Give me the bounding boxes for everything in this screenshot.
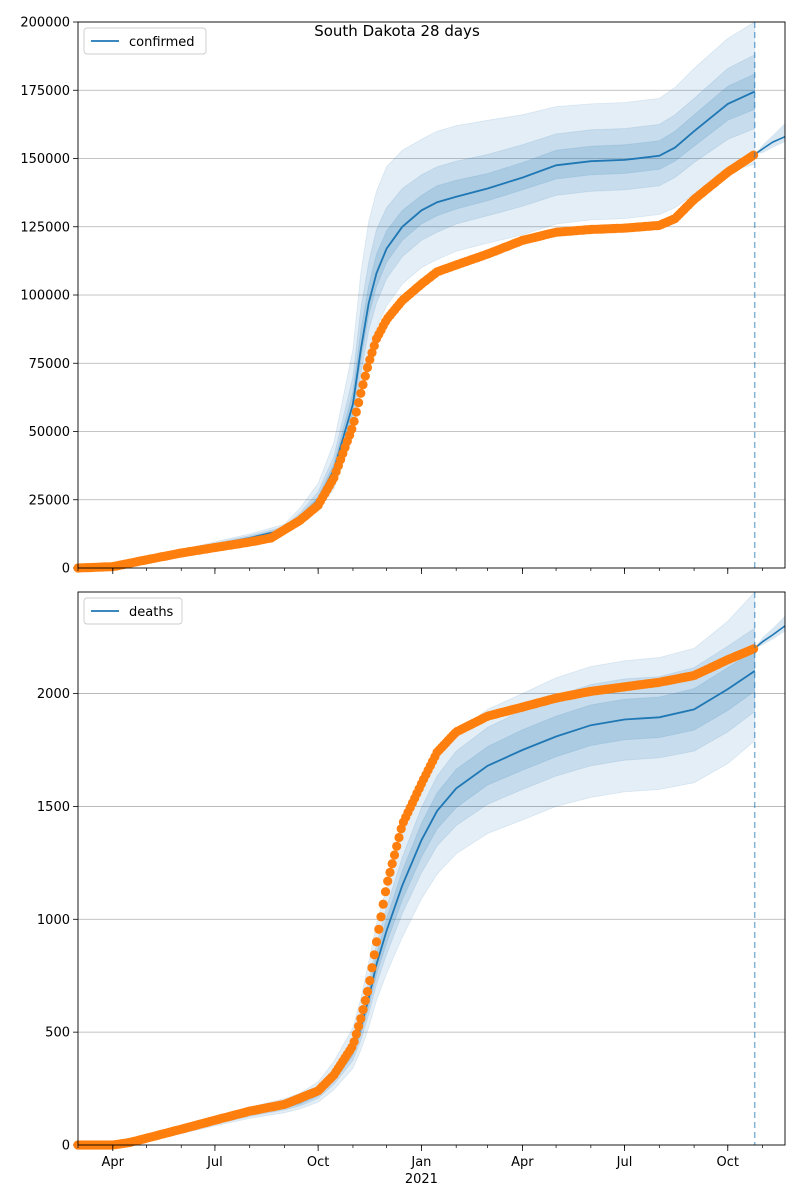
y-tick-label: 100000 — [20, 289, 70, 304]
forecast-band — [754, 615, 785, 649]
y-tick-label: 175000 — [20, 84, 70, 99]
observed-point — [365, 355, 375, 365]
x-tick-label: Jul — [616, 1155, 633, 1170]
legend-label: confirmed — [129, 35, 195, 50]
y-tick-label: 50000 — [29, 425, 70, 440]
observed-point — [378, 899, 388, 909]
y-tick-label: 1000 — [37, 913, 70, 928]
observed-point — [749, 150, 759, 160]
observed-point — [347, 424, 357, 434]
observed-point — [351, 1029, 361, 1039]
legend-box — [83, 27, 207, 55]
observed-point — [360, 371, 370, 381]
y-tick-label: 0 — [62, 1139, 70, 1154]
y-tick-label: 2000 — [37, 687, 70, 702]
legend-box — [83, 597, 183, 625]
forecast-band — [754, 123, 785, 155]
observed-point — [354, 398, 364, 408]
x-tick-label: Oct — [307, 1155, 329, 1170]
y-tick-label: 75000 — [29, 357, 70, 372]
forecast-line — [754, 135, 786, 156]
observed-point — [749, 644, 759, 654]
observed-point — [362, 362, 373, 373]
observed-point — [367, 348, 377, 358]
observed-point — [349, 416, 359, 426]
x-tick-label: Jan — [410, 1155, 431, 1170]
confirmed-panel: 0 25000 50000 75000 100000 125000 150000 175000… — [20, 16, 786, 577]
observed-point — [354, 1021, 364, 1031]
x-year-label: 2021 — [405, 1172, 438, 1187]
plot-frame — [77, 591, 786, 1146]
deaths-panel: 0 500 1000 1500 2000 Apr Jul Oct Jan Apr Jul Oct 202… — [37, 590, 786, 1187]
legend: confirmed — [83, 27, 207, 55]
plot-frame — [77, 21, 786, 569]
observed-point — [358, 1005, 368, 1015]
observed-point — [392, 841, 402, 851]
y-tick-label: 125000 — [20, 220, 70, 235]
observed-point — [369, 341, 379, 351]
observed-point — [374, 924, 384, 934]
observed-point — [394, 832, 404, 843]
observed-point — [356, 388, 366, 398]
legend: deaths — [83, 597, 183, 625]
observed-point — [358, 380, 368, 390]
x-tick-label: Apr — [102, 1155, 125, 1170]
y-tick-label: 25000 — [29, 493, 70, 508]
observed-point — [380, 887, 391, 897]
observed-point — [383, 876, 393, 886]
observed-point — [349, 1037, 359, 1047]
observed-point — [385, 867, 395, 878]
observed-point — [356, 1014, 366, 1024]
y-tick-label: 0 — [62, 562, 70, 577]
y-tick-label: 1500 — [37, 800, 70, 815]
observed-point — [362, 986, 373, 997]
x-tick-label: Jul — [206, 1155, 223, 1170]
y-tick-label: 500 — [45, 1026, 70, 1041]
legend-label: deaths — [129, 605, 174, 620]
observed-point — [369, 950, 379, 960]
observed-point — [351, 407, 361, 417]
confidence-band — [77, 54, 756, 569]
observed-point — [371, 937, 382, 947]
observed-point — [387, 859, 397, 869]
chart-title: South Dakota 28 days — [314, 22, 480, 40]
observed-point — [360, 995, 370, 1006]
x-tick-label: Oct — [717, 1155, 739, 1170]
observed-point — [376, 912, 386, 922]
y-tick-label: 200000 — [20, 16, 70, 31]
x-tick-label: Apr — [511, 1155, 534, 1170]
observed-point — [367, 963, 377, 973]
observed-point — [389, 850, 400, 860]
forecast-line — [754, 625, 786, 650]
observed-point — [365, 976, 375, 986]
y-tick-label: 150000 — [20, 152, 70, 167]
